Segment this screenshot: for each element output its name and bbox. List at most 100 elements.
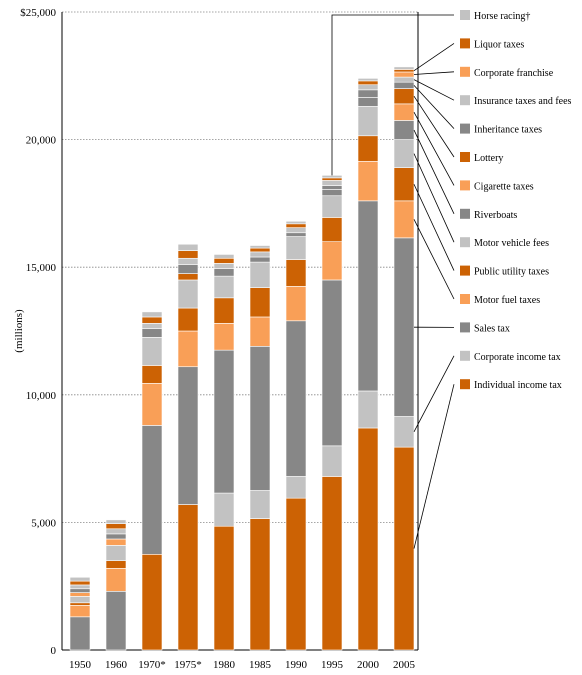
bar-segment bbox=[393, 71, 415, 78]
bar-segment bbox=[105, 523, 127, 530]
bar-segment bbox=[357, 89, 379, 98]
y-tick-label: $25,000 bbox=[20, 7, 56, 19]
bar-segment bbox=[141, 328, 163, 338]
leader-line bbox=[413, 219, 455, 300]
legend-label: Cigarette taxes bbox=[474, 181, 534, 192]
leader-line bbox=[413, 71, 455, 75]
legend-swatch bbox=[460, 180, 470, 191]
bar-segment bbox=[285, 286, 307, 322]
bar-segment bbox=[249, 261, 271, 288]
bar-segment bbox=[393, 81, 415, 89]
bar-segment bbox=[357, 84, 379, 91]
bar-segment bbox=[213, 268, 235, 277]
gridlines bbox=[62, 11, 418, 523]
bar-segment bbox=[249, 256, 271, 263]
bar-segment bbox=[213, 349, 235, 494]
leader-line bbox=[413, 79, 455, 101]
x-tick-label: 2005 bbox=[393, 659, 416, 671]
legend-label: Public utility taxes bbox=[474, 267, 549, 278]
x-tick-label: 1990 bbox=[285, 659, 308, 671]
bar-segment bbox=[393, 69, 415, 73]
bar-segment bbox=[177, 250, 199, 259]
bar-segment bbox=[105, 545, 127, 561]
legend-swatch bbox=[460, 10, 470, 20]
y-axis-label: (millions) bbox=[13, 309, 25, 353]
bar-segment bbox=[213, 257, 235, 264]
bar-segment bbox=[357, 97, 379, 107]
bar-segment bbox=[105, 591, 127, 651]
bar-segment bbox=[285, 320, 307, 477]
x-tick-labels: 1950 1960 1970* 1975* 1980 1985 1990 1995 2000 20… bbox=[69, 659, 416, 671]
legend-swatch bbox=[460, 38, 470, 49]
x-tick-label: 2000 bbox=[357, 659, 380, 671]
bar-segment bbox=[321, 175, 343, 179]
bar-segment bbox=[321, 445, 343, 477]
bar-segment bbox=[177, 307, 199, 332]
legend-swatch bbox=[460, 95, 470, 106]
bar-segment bbox=[177, 257, 199, 265]
legend-swatch bbox=[460, 208, 470, 219]
bar-segment bbox=[105, 538, 127, 546]
legend-label: Horse racing† bbox=[474, 11, 530, 22]
bar-segment bbox=[177, 264, 199, 274]
bar-segment bbox=[141, 425, 163, 555]
y-tick-label: 5,000 bbox=[31, 517, 56, 529]
legend-label: Individual income tax bbox=[474, 380, 562, 391]
y-tick-label: 0 bbox=[51, 645, 57, 657]
bar-segment bbox=[177, 273, 199, 281]
leader-line bbox=[413, 184, 455, 271]
legend-swatch bbox=[460, 294, 470, 304]
bar-segment bbox=[141, 311, 163, 318]
legend-label: Insurance taxes and fees bbox=[474, 96, 572, 107]
bar-segment bbox=[393, 416, 415, 448]
bar-segment bbox=[177, 243, 199, 251]
bar-segment bbox=[213, 323, 235, 351]
bar-segment bbox=[393, 167, 415, 202]
leader-line bbox=[413, 129, 455, 214]
bar-segment bbox=[321, 476, 343, 651]
bar-segment bbox=[285, 232, 307, 237]
bar-segment bbox=[69, 596, 91, 604]
bar-segment bbox=[393, 88, 415, 105]
bar-segment bbox=[285, 227, 307, 234]
x-tick-label: 1960 bbox=[105, 659, 128, 671]
bar-segment bbox=[69, 592, 91, 597]
bar-segment bbox=[357, 200, 379, 392]
bar-segment bbox=[141, 323, 163, 329]
legend-label: Lottery bbox=[474, 153, 503, 164]
bar-segment bbox=[213, 275, 235, 299]
bar-segment bbox=[393, 200, 415, 239]
x-tick-label: 1995 bbox=[321, 659, 344, 671]
bar-segment bbox=[249, 245, 271, 249]
bar-segment bbox=[213, 492, 235, 527]
bar-segment bbox=[213, 297, 235, 324]
bar-segment bbox=[321, 217, 343, 242]
y-tick-label: 20,000 bbox=[26, 135, 57, 147]
bar-segment bbox=[285, 476, 307, 499]
bar-segment bbox=[141, 553, 163, 651]
bar-segment bbox=[249, 518, 271, 651]
bar-segment bbox=[321, 279, 343, 447]
legend-swatch bbox=[460, 350, 470, 361]
legend-label: Motor fuel taxes bbox=[474, 295, 540, 306]
x-tick-label: 1980 bbox=[213, 659, 236, 671]
leader-line bbox=[413, 43, 455, 72]
legend-label: Corporate income tax bbox=[474, 352, 561, 363]
bar-segment bbox=[141, 365, 163, 384]
bar-segment bbox=[393, 103, 415, 121]
bar-segment bbox=[393, 66, 415, 70]
legend-swatch bbox=[460, 322, 470, 333]
y-tick-labels: 0 5,000 10,000 15,000 20,000 $25,000 bbox=[20, 7, 56, 657]
bar-segment bbox=[321, 180, 343, 186]
leader-line bbox=[413, 95, 455, 158]
bar-segment bbox=[357, 427, 379, 651]
bar-segment bbox=[393, 76, 415, 83]
bar-segment bbox=[321, 189, 343, 197]
legend-swatch bbox=[460, 66, 470, 77]
bar-segment bbox=[141, 316, 163, 324]
leader-line bbox=[413, 355, 455, 432]
y-tick-label: 15,000 bbox=[26, 262, 57, 274]
bar-segment bbox=[249, 316, 271, 347]
bar-segment bbox=[141, 383, 163, 426]
